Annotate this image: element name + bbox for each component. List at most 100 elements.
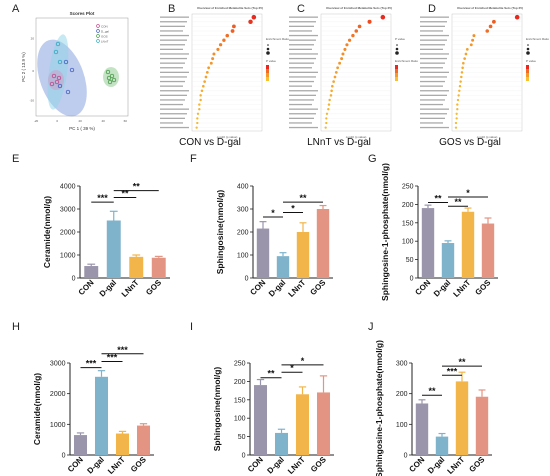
pathway-name-placeholder	[160, 30, 183, 32]
y-tick-label: 100	[234, 416, 246, 423]
pathway-name-placeholder	[420, 113, 447, 115]
score-point	[105, 69, 111, 75]
bar-chart-j: J 0 100 200 300 Sphingosine-1-phosphate(nmol/…	[368, 321, 492, 476]
y-tick-label: 0	[32, 69, 34, 73]
pathway-name-placeholder	[420, 30, 443, 32]
pathway-name-placeholder	[160, 76, 187, 78]
enrichment-dot	[202, 84, 205, 88]
enrichment-dot	[204, 75, 208, 79]
enrichment-dot	[456, 108, 459, 111]
score-point	[49, 81, 55, 87]
bar-gos	[481, 223, 495, 278]
enrichment-dot	[455, 117, 458, 120]
y-tick-label: 250	[402, 184, 414, 191]
bar-con	[415, 403, 429, 455]
panel-d: D Overview of Enriched Metabolite Sets (T…	[420, 3, 549, 148]
enrichment-dot	[380, 14, 386, 20]
y-tick-label: 300	[396, 361, 408, 368]
enrichment-dot	[341, 52, 345, 56]
bar-gos	[136, 425, 151, 455]
pathway-name-placeholder	[160, 71, 189, 73]
enrichment-dot	[457, 94, 460, 97]
enrichment-dot	[340, 57, 344, 61]
y-axis-label: Ceramide(nmol/g)	[42, 196, 52, 268]
legend-size-dot	[267, 44, 269, 46]
x-axis-label: -log10 (p value)	[346, 135, 367, 139]
score-point	[56, 75, 62, 81]
significance-label: ***	[447, 366, 458, 376]
enrichment-dot	[454, 121, 458, 125]
category-label: CON	[66, 455, 85, 474]
enrichment-dot	[345, 43, 349, 47]
enrichment-dot	[200, 89, 204, 93]
pathway-name-placeholder	[420, 53, 449, 55]
category-label: CON	[248, 278, 267, 297]
pathway-name-placeholder	[160, 16, 189, 18]
ellipse-gos	[103, 67, 119, 87]
legend-color-swatch	[395, 73, 398, 77]
x-tick-label: 60	[124, 119, 128, 123]
enrichment-dot	[225, 33, 230, 38]
y-tick-label: 50	[238, 434, 246, 441]
bar-d-gal	[274, 432, 289, 455]
enrichment-dot	[343, 47, 347, 51]
legend-marker	[96, 29, 100, 33]
category-label: GOS	[473, 278, 492, 297]
pathway-name-placeholder	[160, 25, 185, 27]
legend-entry: D_gal	[101, 30, 109, 34]
y-axis-label: Sphingosine(nmol/g)	[212, 367, 222, 452]
bar-con	[84, 266, 99, 278]
bar-lnnt	[295, 394, 310, 455]
enrichment-dot	[332, 80, 335, 83]
enrichment-dot	[218, 43, 223, 47]
legend-size-dot	[526, 51, 530, 55]
enrichment-dot	[216, 47, 220, 51]
pathway-name-placeholder	[420, 126, 449, 129]
category-label: CON	[246, 455, 265, 474]
score-point	[57, 83, 63, 89]
legend-entry: GOS	[101, 35, 108, 39]
significance-label: **	[454, 197, 462, 207]
score-point	[69, 67, 75, 73]
enrichment-dot	[460, 75, 463, 79]
y-tick-label: 0	[404, 453, 408, 460]
pathway-name-placeholder	[160, 39, 187, 41]
category-label: GOS	[144, 278, 163, 297]
pathway-name-placeholder	[420, 80, 445, 83]
y-tick-label: 0	[245, 276, 249, 283]
enrichment-dot	[195, 126, 198, 129]
enrichment-dot	[461, 66, 464, 70]
pathway-name-placeholder	[289, 53, 318, 55]
x-axis-label: PC 1 ( 39 %)	[69, 126, 95, 131]
x-tick-label: 20	[78, 119, 82, 123]
legend-color-swatch	[526, 73, 529, 77]
enrichment-dot	[251, 14, 257, 20]
panel-letter-d: D	[428, 3, 436, 15]
enrichment-dot	[331, 84, 334, 88]
legend-size-dot	[396, 44, 398, 46]
legend-entry: LNnT	[101, 40, 109, 44]
enrichment-dot	[230, 29, 235, 33]
y-axis-label: PC 2 ( 13.9 %)	[21, 52, 26, 82]
enrichment-dot	[492, 19, 496, 24]
category-label: GOS	[308, 278, 327, 297]
legend-size-dot	[395, 51, 399, 55]
legend-color-swatch	[395, 65, 398, 69]
enrichment-dot	[325, 117, 328, 120]
enrichment-dot	[327, 103, 331, 106]
legend-color-swatch	[526, 65, 529, 69]
legend-size-dot	[526, 47, 530, 51]
pathway-name-placeholder	[289, 126, 318, 129]
score-point	[106, 75, 112, 81]
pathway-name-placeholder	[160, 108, 189, 110]
panel-letter-g: G	[368, 153, 377, 165]
panel-letter-i: I	[190, 321, 193, 333]
enrichment-dot	[469, 43, 473, 47]
enrichment-dot	[196, 121, 199, 125]
significance-label: ***	[86, 359, 97, 369]
y-tick-label: 100	[396, 422, 408, 429]
enrichment-dot	[338, 61, 342, 65]
pathway-name-placeholder	[420, 39, 447, 41]
score-point	[63, 59, 69, 65]
plot-title: Overview of Enriched Metabolite Sets (To…	[326, 6, 392, 10]
